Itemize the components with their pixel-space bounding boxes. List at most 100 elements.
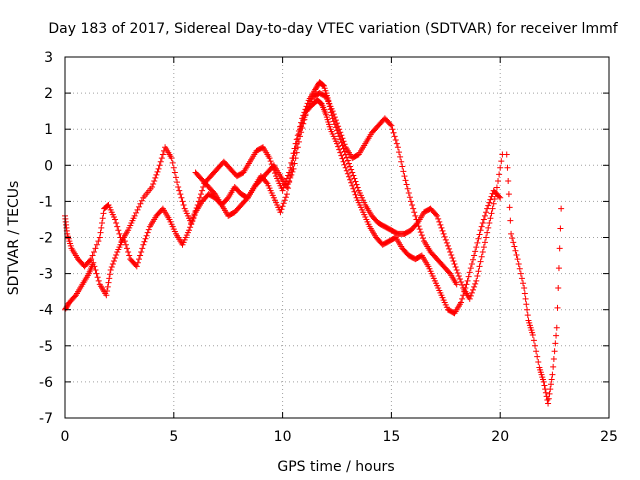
series-trace-2 <box>62 97 504 317</box>
data-point-interp <box>322 93 329 100</box>
data-point-interp <box>450 257 457 264</box>
data-point-interp <box>532 342 539 349</box>
data-point-interp <box>391 133 398 140</box>
x-tick-label: 25 <box>600 429 618 445</box>
data-point-interp <box>418 232 425 239</box>
data-point <box>340 158 347 165</box>
data-point-interp <box>465 273 472 280</box>
data-point <box>155 165 162 172</box>
data-point-interp <box>110 257 117 264</box>
data-point-interp <box>451 260 458 267</box>
data-point-interp <box>91 248 98 255</box>
data-point-interp <box>496 193 503 200</box>
data-point-interp <box>138 248 145 255</box>
data-point-interp <box>413 216 420 223</box>
data-point-interp <box>106 275 113 282</box>
data-point-interp <box>392 137 399 144</box>
data-point-interp <box>343 154 350 161</box>
data-point-interp <box>95 238 102 245</box>
y-tick-label: -1 <box>39 194 53 210</box>
data-point-interp <box>490 200 497 207</box>
data-point-interp <box>142 235 149 242</box>
data-point-interp <box>98 224 105 231</box>
data-point-interp <box>455 273 462 280</box>
data-point-interp <box>141 238 148 245</box>
chart-title: Day 183 of 2017, Sidereal Day-to-day VTE… <box>48 21 618 37</box>
data-point-interp <box>473 244 480 251</box>
data-point-interp <box>458 279 465 286</box>
y-tick-label: -3 <box>39 267 53 283</box>
data-point-interp <box>554 304 561 311</box>
data-point <box>558 205 565 212</box>
data-point-interp <box>400 168 407 175</box>
data-point-interp <box>437 221 444 228</box>
data-point-interp <box>347 163 354 170</box>
data-point-interp <box>92 245 99 252</box>
data-point-interp <box>97 229 104 236</box>
data-point-interp <box>396 149 403 156</box>
data-point <box>497 194 504 201</box>
data-point-interp <box>550 363 557 370</box>
data-point-interp <box>330 111 337 118</box>
data-point-interp <box>485 224 492 231</box>
data-point-interp <box>467 265 474 272</box>
data-point-interp <box>491 195 498 202</box>
data-point <box>279 187 286 194</box>
data-point-interp <box>463 281 470 288</box>
data-point-interp <box>449 254 456 261</box>
data-point-interp <box>498 158 505 165</box>
data-point <box>334 140 340 147</box>
data-point-interp <box>172 174 179 181</box>
data-point-interp <box>159 151 166 158</box>
data-point-interp <box>481 212 488 219</box>
data-point-interp <box>442 236 449 243</box>
data-point-interp <box>496 171 503 178</box>
data-point-interp <box>416 226 423 233</box>
data-point-interp <box>506 204 513 211</box>
data-point-interp <box>104 283 111 290</box>
data-point-interp <box>348 179 355 186</box>
data-point <box>540 378 547 385</box>
data-point-interp <box>546 390 553 397</box>
data-point-interp <box>412 212 419 219</box>
data-point-interp <box>462 285 469 292</box>
data-point-interp <box>535 359 542 366</box>
data-point-interp <box>486 199 493 206</box>
data-point-interp <box>443 239 450 246</box>
data-point <box>149 183 156 190</box>
data-point-interp <box>389 126 396 133</box>
data-point-interp <box>135 256 142 263</box>
y-tick-label: -2 <box>39 231 53 247</box>
data-point-interp <box>454 269 461 276</box>
data-point-interp <box>419 235 426 242</box>
data-point-interp <box>522 295 529 302</box>
data-point-interp <box>169 159 176 166</box>
data-point-interp <box>170 164 177 171</box>
data-point-interp <box>126 252 133 259</box>
data-point-interp <box>350 172 357 179</box>
y-tick-label: 1 <box>44 122 53 138</box>
y-tick-label: -6 <box>39 375 53 391</box>
data-point-interp <box>475 268 482 275</box>
data-point-interp <box>477 258 484 265</box>
data-point <box>107 266 114 273</box>
data-point-interp <box>348 166 355 173</box>
data-point <box>434 212 441 219</box>
data-point-interp <box>92 266 99 273</box>
data-point-interp <box>530 337 537 344</box>
data-point-interp <box>350 185 357 192</box>
data-point <box>407 198 414 205</box>
data-point-interp <box>444 242 451 249</box>
data-point-interp <box>133 209 140 216</box>
data-point-interp <box>344 157 351 164</box>
data-point <box>290 165 297 172</box>
data-point-interp <box>338 132 345 139</box>
data-point-interp <box>403 181 410 188</box>
data-point-interp <box>476 231 483 238</box>
data-point-interp <box>114 223 121 230</box>
y-tick-label: -4 <box>39 303 53 319</box>
data-point <box>349 169 356 176</box>
data-point-interp <box>476 263 483 270</box>
data-point <box>453 266 460 273</box>
data-point-interp <box>439 227 446 234</box>
